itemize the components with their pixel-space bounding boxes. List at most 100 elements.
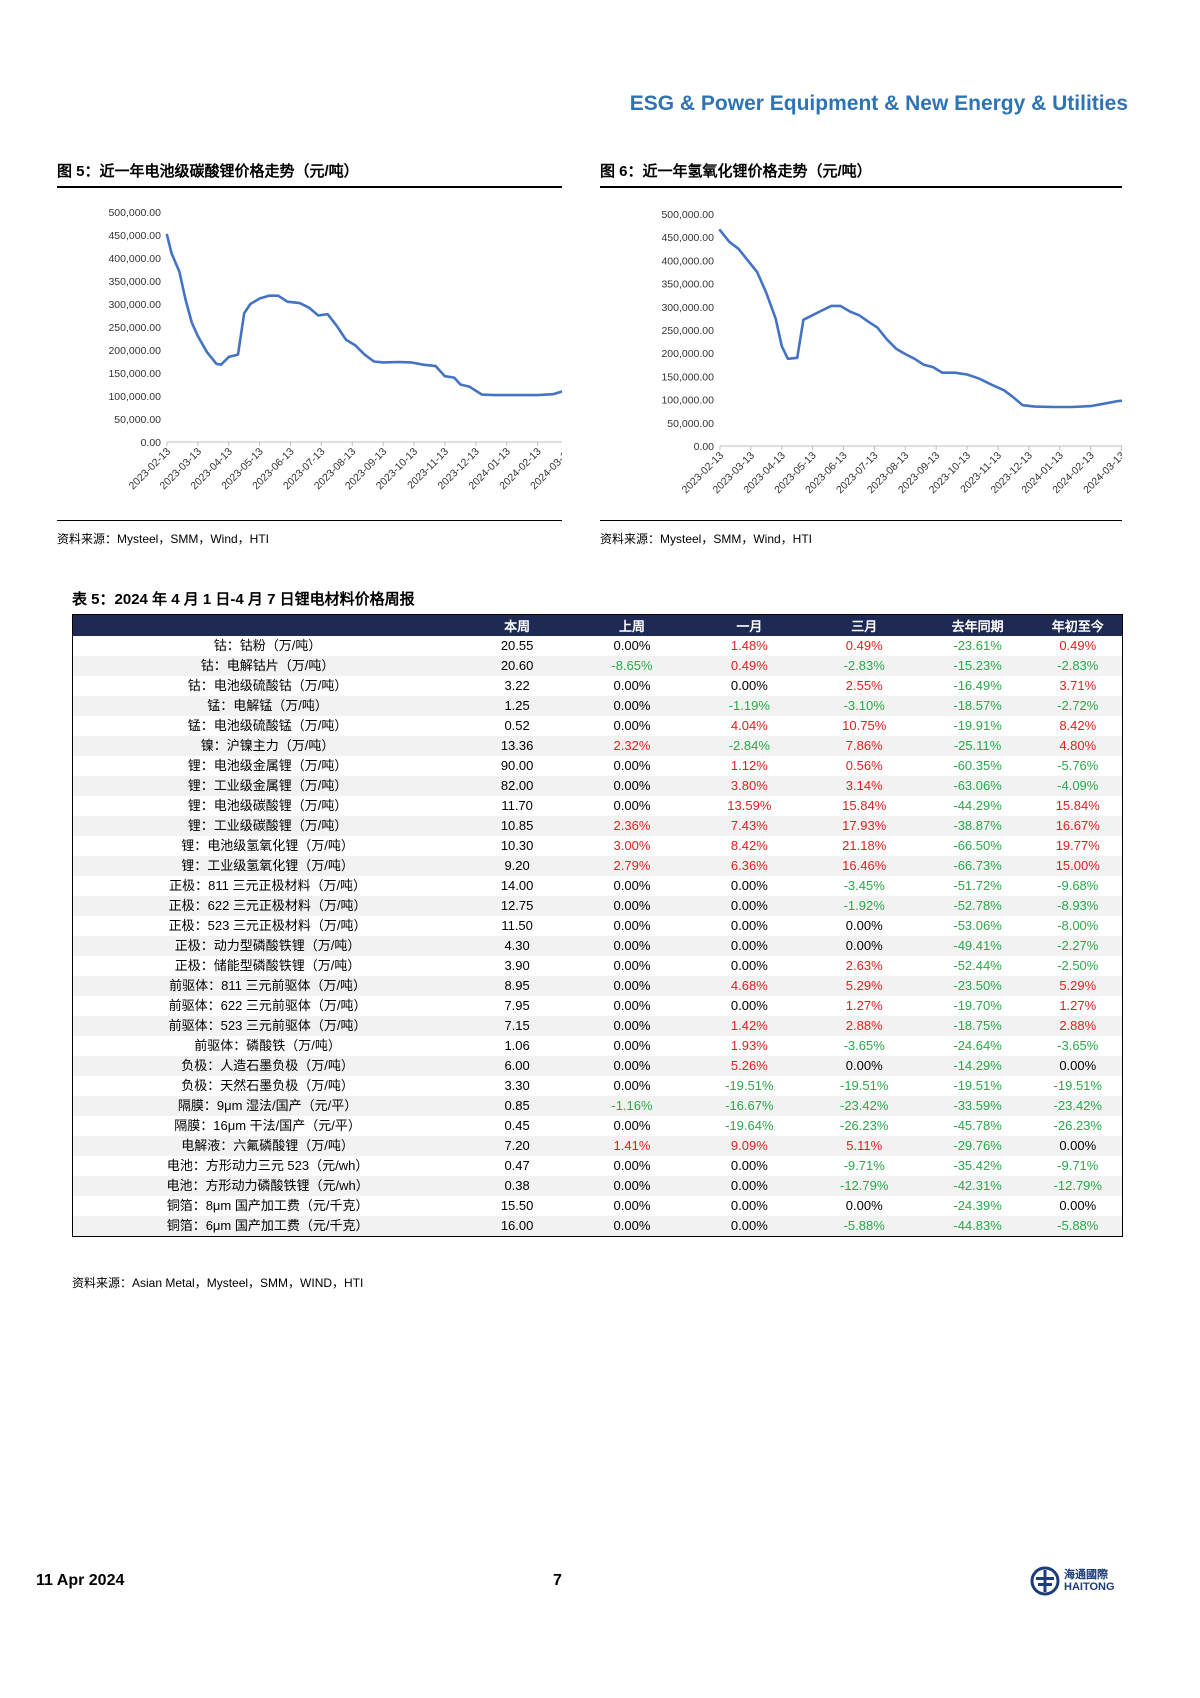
row-item-name: 电解液：六氟磷酸锂（万/吨） [72, 1136, 463, 1156]
row-item-name: 钴：电解钴片（万/吨） [72, 656, 463, 676]
y-tick-label: 200,000.00 [108, 345, 161, 357]
cell-change: 8.42% [730, 838, 768, 853]
cell-change: -14.29% [921, 1056, 1034, 1076]
y-tick-label: 0.00 [141, 437, 162, 449]
haitong-logo-icon [1030, 1566, 1060, 1596]
cell-change: -12.79% [1033, 1176, 1123, 1196]
cell-change: -26.23% [839, 1118, 889, 1133]
cell-change: 0.49% [845, 638, 883, 653]
table-row: 隔膜：9μm 湿法/国产（元/平） 0.85 -1.16% -16.67% -23.42… [72, 1096, 1123, 1116]
cell-change: 0.00% [1033, 1056, 1123, 1076]
cell-change: -19.51% [1053, 1078, 1102, 1093]
cell-change: -2.50% [1057, 958, 1099, 973]
table-row: 钴：电池级硫酸钴（万/吨） 3.22 0.00% 0.00% 2.55% -16.49% 3… [73, 676, 1123, 696]
cell-change: 1.27% [845, 998, 883, 1013]
cell-current-price: 11.50 [501, 918, 533, 933]
table-body: 钴：钴粉（万/吨） 20.55 0.00% 1.48% 0.49% -23.61% 0.49… [72, 636, 1123, 1237]
y-tick-label: 300,000.00 [108, 299, 161, 311]
cell-change: -33.59% [921, 1096, 1034, 1116]
figure-5-source: 资料来源：Mysteel，SMM，Wind，HTI [57, 532, 270, 546]
cell-change: 3.80% [691, 776, 807, 796]
cell-current-price: 0.85 [462, 1096, 573, 1116]
cell-change: -24.64% [953, 1038, 1002, 1053]
cell-change: -66.50% [953, 838, 1002, 853]
cell-change: -19.64% [725, 1118, 774, 1133]
row-item-name: 锰：电解锰（万/吨） [72, 696, 463, 716]
cell-change: 8.42% [1059, 718, 1097, 733]
cell-change: 0.00% [572, 1016, 692, 1036]
cell-current-price: 10.30 [500, 838, 534, 853]
cell-current-price: 15.50 [500, 1198, 534, 1213]
cell-change: 0.49% [691, 656, 807, 676]
cell-change: -9.71% [843, 1158, 885, 1173]
table-row: 钴：钴粉（万/吨） 20.55 0.00% 1.48% 0.49% -23.61% 0.49… [73, 636, 1123, 656]
cell-change: -29.76% [921, 1136, 1034, 1156]
cell-change: -1.19% [691, 696, 807, 716]
cell-change: -53.06% [953, 918, 1002, 933]
cell-current-price: 90.00 [500, 758, 534, 773]
cell-change: -5.88% [806, 1216, 922, 1237]
cell-change: -9.71% [1057, 1158, 1099, 1173]
cell-current-price: 16.00 [462, 1216, 573, 1237]
cell-change: -45.78% [953, 1118, 1002, 1133]
row-item-name: 电池：方形动力三元 523（元/wh） [166, 1158, 369, 1173]
footer-date: 11 Apr 2024 [36, 1572, 125, 1589]
table-row: 锰：电解锰（万/吨） 1.25 0.00% -1.19% -3.10% -18.57% -2… [72, 696, 1123, 716]
table-row: 负极：天然石墨负极（万/吨） 3.30 0.00% -19.51% -19.51% -19… [73, 1076, 1123, 1096]
header-cell: 年初至今 [1033, 614, 1123, 636]
cell-change: 0.00% [730, 998, 768, 1013]
cell-change: -2.83% [806, 656, 922, 676]
cell-change: -8.00% [1057, 918, 1099, 933]
row-item-name: 锂：工业级氢氧化锂（万/吨） [72, 856, 463, 876]
cell-change: -52.44% [953, 958, 1002, 973]
cell-current-price: 0.52 [504, 718, 530, 733]
y-tick-label: 450,000.00 [661, 232, 714, 244]
cell-current-price: 3.90 [504, 958, 530, 973]
cell-change: -16.49% [953, 678, 1002, 693]
report-section-title: ESG & Power Equipment & New Energy & Uti… [629, 92, 1128, 115]
cell-change: 0.00% [613, 998, 651, 1013]
cell-current-price: 10.85 [462, 816, 573, 836]
price-weekly-table: 本周 上周 一月 三月 去年同期 年初至今 钴：钴粉（万/吨） 20.55 0.00% 1.48… [72, 614, 1123, 1237]
table-row: 电解液：六氟磷酸锂（万/吨） 7.20 1.41% 9.09% 5.11% -29.76%… [72, 1136, 1123, 1156]
figure-6-bottom-rule [600, 520, 1122, 521]
cell-change: -66.73% [921, 856, 1034, 876]
cell-change: 0.00% [572, 696, 692, 716]
row-item-name: 钴：电池级硫酸钴（万/吨） [187, 678, 348, 693]
cell-change: -8.93% [1033, 896, 1123, 916]
cell-change: -35.42% [953, 1158, 1002, 1173]
cell-change: -51.72% [953, 878, 1002, 893]
haitong-logo: 海通國際 HAITONG [1030, 1566, 1115, 1596]
table-row: 镍：沪镍主力（万/吨） 13.36 2.32% -2.84% 7.86% -25.11% 4… [72, 736, 1123, 756]
cell-change: 0.00% [613, 878, 651, 893]
row-item-name: 镍：沪镍主力（万/吨） [72, 736, 463, 756]
y-tick-label: 50,000.00 [667, 418, 714, 430]
cell-change: 0.00% [730, 1158, 768, 1173]
row-item-name: 隔膜：16μm 干法/国产（元/平） [174, 1118, 361, 1133]
cell-change: 4.80% [1033, 736, 1123, 756]
cell-change: 15.00% [1033, 856, 1123, 876]
cell-change: 0.00% [730, 1198, 768, 1213]
cell-change: 0.00% [691, 936, 807, 956]
cell-change: 19.77% [1055, 838, 1100, 853]
table-row: 正极：622 三元正极材料（万/吨） 12.75 0.00% 0.00% -1.92% -… [72, 896, 1123, 916]
cell-change: 0.00% [806, 1056, 922, 1076]
cell-current-price: 1.25 [462, 696, 573, 716]
table-row: 钴：电解钴片（万/吨） 20.60 -8.65% 0.49% -2.83% -15.23%… [72, 656, 1123, 676]
cell-change: 13.59% [727, 798, 772, 813]
cell-change: 3.71% [1059, 678, 1097, 693]
row-item-name: 负极：天然石墨负极（万/吨） [181, 1078, 354, 1093]
cell-change: -2.83% [1033, 656, 1123, 676]
cell-change: 2.32% [572, 736, 692, 756]
cell-change: 0.00% [691, 1216, 807, 1237]
row-item-name: 隔膜：9μm 湿法/国产（元/平） [72, 1096, 463, 1116]
table-row: 前驱体：磷酸铁（万/吨） 1.06 0.00% 1.93% -3.65% -24.64% -… [73, 1036, 1123, 1056]
cell-current-price: 11.70 [501, 798, 533, 813]
cell-change: 0.00% [730, 878, 768, 893]
y-tick-label: 150,000.00 [108, 368, 161, 380]
header-cell: 一月 [691, 614, 807, 636]
cell-change: 0.00% [613, 958, 651, 973]
cell-change: 2.79% [572, 856, 692, 876]
table-row: 正极：储能型磷酸铁锂（万/吨） 3.90 0.00% 0.00% 2.63% -52.44… [73, 956, 1123, 976]
series-line [718, 228, 1122, 409]
